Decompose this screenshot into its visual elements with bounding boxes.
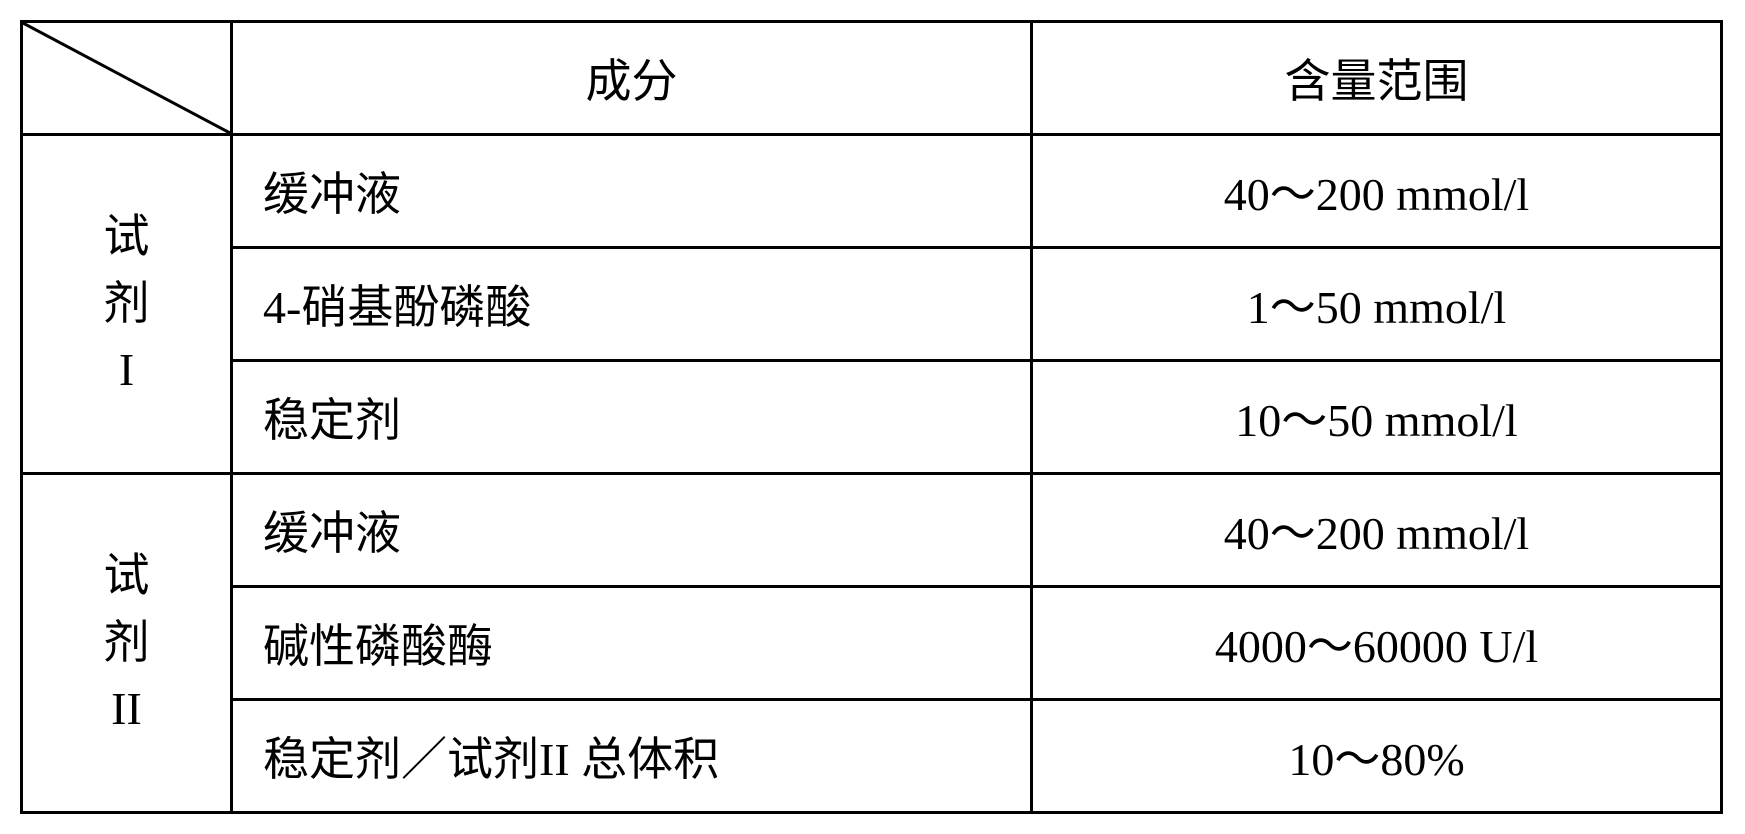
reagent-1-label-line: 剂 bbox=[23, 271, 230, 338]
reagent-1-label-line: I bbox=[23, 337, 230, 404]
range-cell: 4000～60000 U/l bbox=[1032, 587, 1722, 700]
header-diagonal-cell bbox=[22, 22, 232, 135]
range-text: 40～200 mmol/l bbox=[1224, 169, 1529, 220]
range-cell: 40～200 mmol/l bbox=[1032, 474, 1722, 587]
reagent-1-label-cell: 试 剂 I bbox=[22, 135, 232, 474]
table-row: 稳定剂 10～50 mmol/l bbox=[22, 361, 1722, 474]
range-cell: 1～50 mmol/l bbox=[1032, 248, 1722, 361]
component-text: 缓冲液 bbox=[263, 169, 401, 220]
range-text: 10～50 mmol/l bbox=[1235, 395, 1517, 446]
diagonal-line-icon bbox=[23, 23, 230, 133]
component-cell: 缓冲液 bbox=[232, 135, 1032, 248]
component-cell: 缓冲液 bbox=[232, 474, 1032, 587]
reagent-1-label-line: 试 bbox=[23, 204, 230, 271]
component-text: 稳定剂／试剂II 总体积 bbox=[263, 734, 719, 785]
range-text: 10～80% bbox=[1288, 734, 1464, 785]
header-range-cell: 含量范围 bbox=[1032, 22, 1722, 135]
component-cell: 碱性磷酸酶 bbox=[232, 587, 1032, 700]
header-component-label: 成分 bbox=[586, 56, 678, 107]
component-text: 缓冲液 bbox=[263, 508, 401, 559]
reagent-2-label-line: II bbox=[23, 676, 230, 743]
reagent-2-label-line: 试 bbox=[23, 543, 230, 610]
composition-table-container: 成分 含量范围 试 剂 I 缓冲液 40～200 mmol/l 4-硝基酚磷酸 … bbox=[20, 20, 1720, 814]
range-text: 40～200 mmol/l bbox=[1224, 508, 1529, 559]
table-row: 试 剂 I 缓冲液 40～200 mmol/l bbox=[22, 135, 1722, 248]
reagent-2-label: 试 剂 II bbox=[23, 543, 230, 743]
component-text: 碱性磷酸酶 bbox=[263, 621, 493, 672]
component-text: 稳定剂 bbox=[263, 395, 401, 446]
range-cell: 40～200 mmol/l bbox=[1032, 135, 1722, 248]
reagent-2-label-line: 剂 bbox=[23, 610, 230, 677]
composition-table: 成分 含量范围 试 剂 I 缓冲液 40～200 mmol/l 4-硝基酚磷酸 … bbox=[20, 20, 1723, 814]
reagent-1-label: 试 剂 I bbox=[23, 204, 230, 404]
component-cell: 稳定剂／试剂II 总体积 bbox=[232, 700, 1032, 813]
header-component-cell: 成分 bbox=[232, 22, 1032, 135]
table-row: 稳定剂／试剂II 总体积 10～80% bbox=[22, 700, 1722, 813]
range-text: 4000～60000 U/l bbox=[1215, 621, 1538, 672]
table-row: 试 剂 II 缓冲液 40～200 mmol/l bbox=[22, 474, 1722, 587]
component-text: 4-硝基酚磷酸 bbox=[263, 282, 531, 333]
component-cell: 4-硝基酚磷酸 bbox=[232, 248, 1032, 361]
header-range-label: 含量范围 bbox=[1285, 56, 1469, 107]
component-cell: 稳定剂 bbox=[232, 361, 1032, 474]
range-cell: 10～80% bbox=[1032, 700, 1722, 813]
table-row: 4-硝基酚磷酸 1～50 mmol/l bbox=[22, 248, 1722, 361]
range-cell: 10～50 mmol/l bbox=[1032, 361, 1722, 474]
table-row: 碱性磷酸酶 4000～60000 U/l bbox=[22, 587, 1722, 700]
reagent-2-label-cell: 试 剂 II bbox=[22, 474, 232, 813]
table-header-row: 成分 含量范围 bbox=[22, 22, 1722, 135]
range-text: 1～50 mmol/l bbox=[1247, 282, 1506, 333]
